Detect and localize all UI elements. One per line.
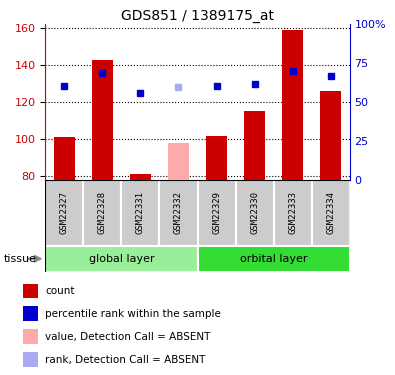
FancyBboxPatch shape bbox=[23, 284, 38, 298]
Bar bbox=[168, 143, 189, 180]
Bar bbox=[160, 180, 198, 246]
Bar bbox=[92, 60, 113, 180]
Text: orbital layer: orbital layer bbox=[240, 254, 307, 264]
Bar bbox=[45, 180, 83, 246]
Bar bbox=[54, 137, 75, 180]
Text: GSM22329: GSM22329 bbox=[212, 191, 221, 234]
Bar bbox=[198, 246, 350, 272]
Text: GSM22328: GSM22328 bbox=[98, 191, 107, 234]
FancyBboxPatch shape bbox=[23, 306, 38, 321]
Bar bbox=[83, 180, 122, 246]
Bar bbox=[282, 30, 303, 180]
Bar bbox=[122, 180, 160, 246]
Text: rank, Detection Call = ABSENT: rank, Detection Call = ABSENT bbox=[45, 355, 205, 365]
Bar bbox=[130, 174, 151, 180]
Text: tissue: tissue bbox=[4, 254, 37, 264]
Bar bbox=[312, 180, 350, 246]
Text: GSM22334: GSM22334 bbox=[326, 191, 335, 234]
Bar bbox=[244, 111, 265, 180]
Text: value, Detection Call = ABSENT: value, Detection Call = ABSENT bbox=[45, 332, 211, 342]
Text: global layer: global layer bbox=[88, 254, 154, 264]
Text: GSM22333: GSM22333 bbox=[288, 191, 297, 234]
FancyBboxPatch shape bbox=[23, 330, 38, 344]
FancyBboxPatch shape bbox=[23, 352, 38, 367]
Bar bbox=[198, 180, 235, 246]
Text: GSM22327: GSM22327 bbox=[60, 191, 69, 234]
Text: GSM22331: GSM22331 bbox=[136, 191, 145, 234]
Bar bbox=[320, 91, 341, 180]
Text: GDS851 / 1389175_at: GDS851 / 1389175_at bbox=[121, 9, 274, 23]
Text: percentile rank within the sample: percentile rank within the sample bbox=[45, 309, 221, 319]
Text: GSM22330: GSM22330 bbox=[250, 191, 259, 234]
Bar bbox=[206, 135, 227, 180]
Text: count: count bbox=[45, 286, 75, 296]
Bar bbox=[235, 180, 274, 246]
Text: GSM22332: GSM22332 bbox=[174, 191, 183, 234]
Bar bbox=[273, 180, 312, 246]
Bar bbox=[45, 246, 198, 272]
